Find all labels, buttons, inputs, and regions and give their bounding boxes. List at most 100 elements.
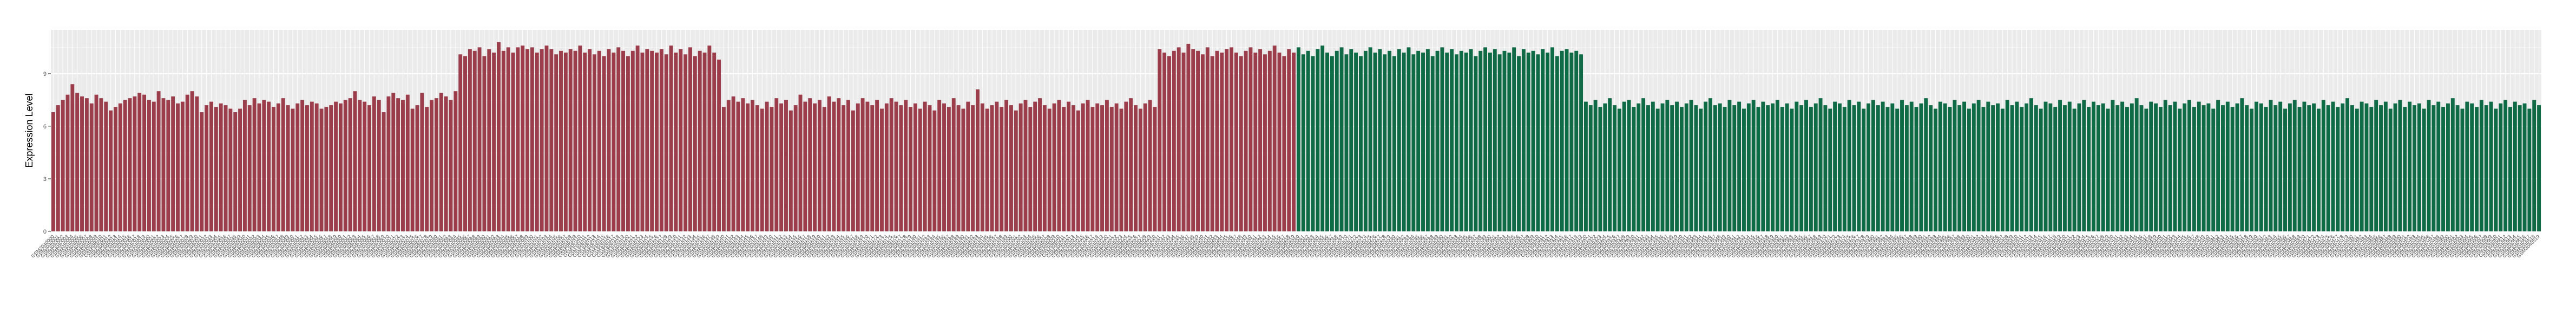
bar bbox=[1038, 98, 1042, 231]
bar bbox=[554, 54, 558, 231]
bar bbox=[1311, 56, 1315, 232]
bar bbox=[1134, 105, 1138, 231]
bar bbox=[156, 91, 161, 231]
bar bbox=[1924, 98, 1928, 231]
bar bbox=[578, 46, 582, 232]
bar bbox=[942, 103, 946, 231]
bar bbox=[1234, 53, 1238, 232]
bar bbox=[1603, 103, 1607, 231]
bar bbox=[865, 101, 870, 231]
bar bbox=[808, 98, 812, 231]
bar bbox=[947, 107, 951, 231]
bar bbox=[123, 100, 127, 231]
bar bbox=[2460, 108, 2465, 231]
bar bbox=[272, 107, 275, 231]
bar bbox=[659, 49, 663, 231]
bar bbox=[114, 107, 117, 231]
bar bbox=[1445, 53, 1449, 232]
bar bbox=[2235, 103, 2239, 231]
bar bbox=[2211, 108, 2216, 231]
bar bbox=[1996, 103, 2000, 231]
bar bbox=[1771, 103, 1775, 231]
bar bbox=[597, 50, 601, 231]
bar bbox=[161, 98, 166, 231]
bar bbox=[2273, 105, 2278, 231]
bar bbox=[1316, 49, 1320, 231]
bar bbox=[1402, 53, 1406, 232]
bar bbox=[1876, 105, 1880, 231]
bar bbox=[1378, 49, 1382, 231]
bar bbox=[386, 96, 391, 231]
bar bbox=[492, 53, 496, 232]
bar bbox=[568, 49, 573, 231]
bar bbox=[434, 98, 438, 231]
bar bbox=[827, 96, 831, 231]
bar bbox=[1162, 53, 1167, 232]
bar bbox=[2489, 101, 2493, 231]
bar bbox=[2111, 100, 2115, 231]
bar bbox=[2450, 98, 2455, 231]
bar bbox=[2527, 108, 2532, 231]
bar bbox=[401, 100, 405, 231]
bar bbox=[1124, 101, 1128, 231]
plot-panel-background bbox=[51, 30, 2541, 231]
bar bbox=[2216, 100, 2220, 231]
bar bbox=[1550, 47, 1554, 231]
bar bbox=[405, 94, 410, 231]
bar bbox=[674, 53, 678, 232]
bar bbox=[1986, 101, 1990, 231]
bar bbox=[2297, 107, 2302, 231]
bar bbox=[530, 47, 534, 231]
bar bbox=[1253, 53, 1258, 232]
bar bbox=[616, 47, 621, 231]
bar bbox=[1813, 103, 1818, 231]
bar bbox=[65, 94, 70, 231]
bar bbox=[2508, 107, 2512, 231]
bar bbox=[185, 94, 189, 231]
bars bbox=[51, 42, 2541, 232]
bar bbox=[2494, 108, 2498, 231]
bar bbox=[607, 49, 611, 231]
bar bbox=[985, 108, 989, 231]
bar bbox=[1153, 107, 1157, 231]
bar bbox=[894, 101, 898, 231]
bar bbox=[655, 53, 659, 232]
bar bbox=[1158, 49, 1162, 231]
bar bbox=[880, 108, 884, 231]
bar bbox=[1143, 103, 1147, 231]
bar bbox=[497, 42, 501, 231]
bar bbox=[2331, 101, 2335, 231]
bar bbox=[1397, 49, 1401, 231]
bar bbox=[1885, 107, 1890, 231]
bar bbox=[1354, 53, 1358, 232]
bar bbox=[205, 105, 209, 231]
bar bbox=[2134, 98, 2139, 231]
bar bbox=[2317, 108, 2321, 231]
bar bbox=[932, 110, 937, 231]
bar bbox=[152, 101, 156, 231]
bar bbox=[2364, 103, 2369, 231]
bar bbox=[1119, 108, 1123, 231]
bar bbox=[832, 101, 836, 231]
bar bbox=[276, 103, 280, 231]
bar bbox=[717, 59, 721, 232]
bar bbox=[2341, 103, 2345, 231]
bar bbox=[195, 96, 199, 231]
bar bbox=[415, 105, 419, 231]
bar bbox=[1608, 98, 1612, 231]
bar bbox=[2374, 100, 2378, 231]
bar bbox=[1330, 56, 1334, 232]
bar bbox=[980, 103, 984, 231]
bar bbox=[2082, 100, 2086, 231]
bar bbox=[1258, 49, 1263, 231]
bar bbox=[511, 53, 515, 232]
bar bbox=[2029, 98, 2033, 231]
bar bbox=[262, 100, 266, 231]
bar bbox=[1359, 56, 1363, 232]
bar bbox=[1684, 103, 1688, 231]
bar bbox=[1057, 100, 1061, 231]
bar bbox=[1828, 108, 1832, 231]
bar bbox=[770, 107, 774, 231]
bar bbox=[1675, 101, 1679, 231]
bar bbox=[1588, 105, 1593, 231]
